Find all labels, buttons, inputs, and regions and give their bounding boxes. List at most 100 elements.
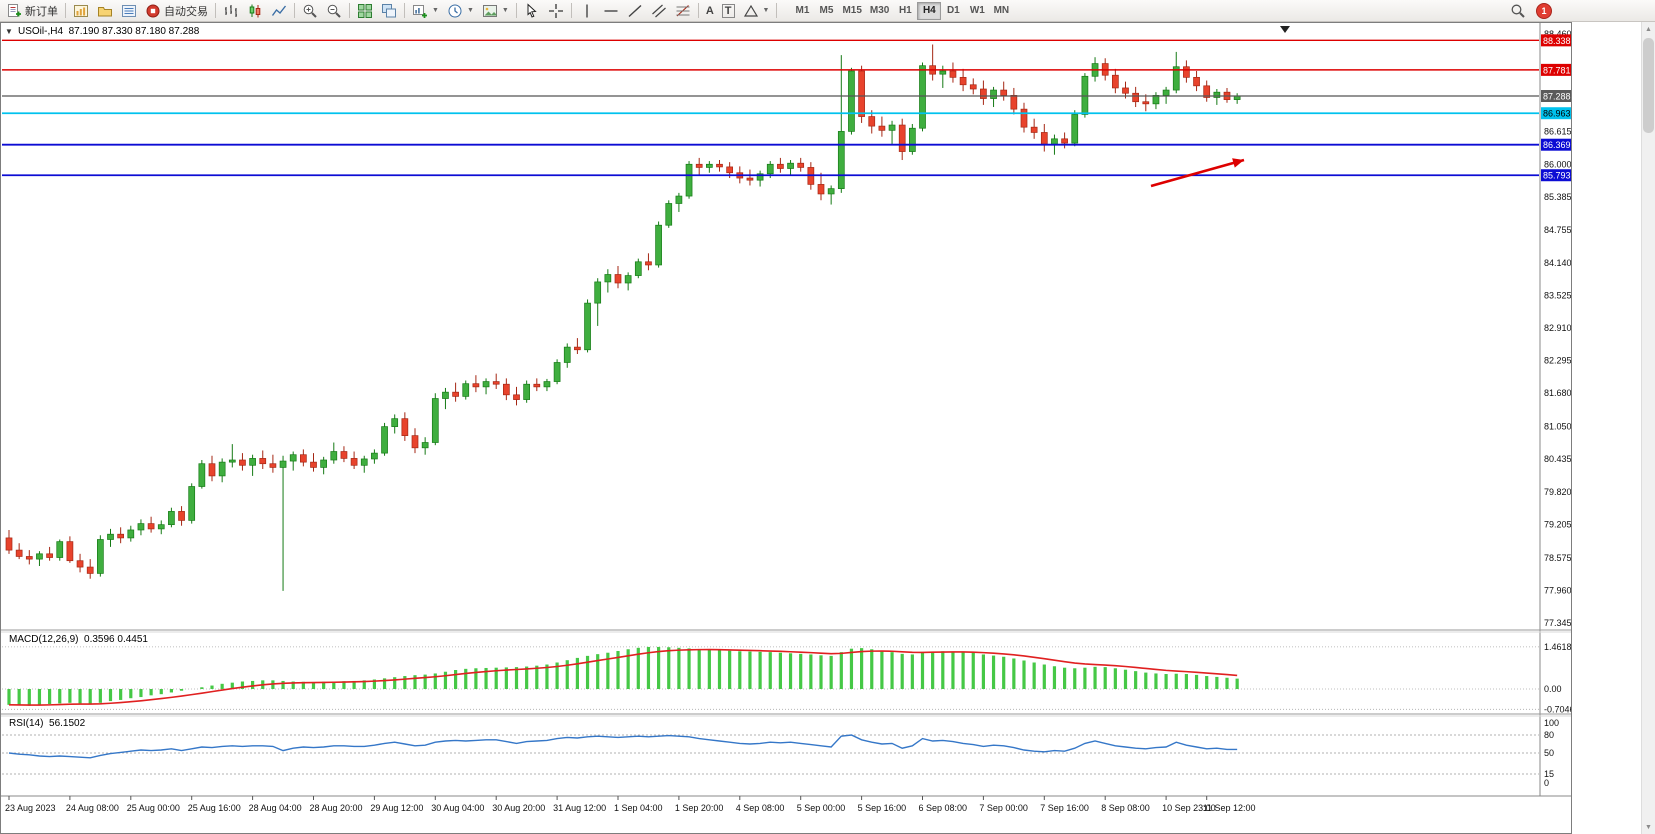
scroll-down-icon[interactable]: ▼ xyxy=(1645,823,1652,831)
period-dropdown-button[interactable]: ▼ xyxy=(443,1,478,21)
rsi-name: RSI(14) xyxy=(9,718,44,729)
svg-text:30 Aug 20:00: 30 Aug 20:00 xyxy=(492,803,545,813)
chart-symbol-header: USOil-,H4 87.190 87.330 87.180 87.288 xyxy=(18,26,199,37)
vertical-scrollbar[interactable]: ▲ ▼ xyxy=(1641,22,1655,834)
svg-text:8 Sep 08:00: 8 Sep 08:00 xyxy=(1101,803,1150,813)
market-watch-icon xyxy=(122,4,136,17)
timeframe-h1-button[interactable]: H1 xyxy=(893,2,917,20)
svg-text:80: 80 xyxy=(1544,730,1554,740)
timeframe-toolbar: M1 M5 M15 M30 H1 H4 D1 W1 MN xyxy=(790,1,1013,20)
tile-windows-button[interactable] xyxy=(353,1,377,21)
svg-text:77.960: 77.960 xyxy=(1544,585,1571,595)
svg-text:6 Sep 08:00: 6 Sep 08:00 xyxy=(919,803,968,813)
toolbar-separator xyxy=(404,3,405,18)
cursor-button[interactable] xyxy=(520,1,544,21)
channel-icon xyxy=(651,4,666,17)
svg-text:88.338: 88.338 xyxy=(1543,36,1571,46)
shapes-dropdown-button[interactable]: ▼ xyxy=(739,1,774,21)
channel-button[interactable] xyxy=(647,1,671,21)
fibonacci-button[interactable] xyxy=(671,1,695,21)
autotrading-icon xyxy=(146,4,160,17)
macd-values: 0.3596 0.4451 xyxy=(84,634,148,645)
dropdown-caret-icon: ▼ xyxy=(762,7,770,14)
template-dropdown-button[interactable]: ▼ xyxy=(478,1,513,21)
autotrading-button[interactable]: 自动交易 xyxy=(141,1,212,21)
timeframe-w1-button[interactable]: W1 xyxy=(965,2,989,20)
new-chart-window-button[interactable] xyxy=(69,1,93,21)
bar-chart-icon xyxy=(225,4,237,17)
timeframe-d1-button[interactable]: D1 xyxy=(941,2,965,20)
svg-text:86.000: 86.000 xyxy=(1544,159,1571,169)
macd-indicator-label: MACD(12,26,9) 0.3596 0.4451 xyxy=(9,634,148,645)
chevron-down-icon: ▼ xyxy=(5,27,13,36)
vertical-line-icon xyxy=(586,4,588,17)
text-tool-button[interactable]: A xyxy=(702,1,718,21)
timeframe-m30-button[interactable]: M30 xyxy=(866,2,893,20)
vertical-line-button[interactable] xyxy=(575,1,599,21)
cascade-windows-icon xyxy=(382,3,396,17)
chart-window: 88.460 86.615 86.000 85.385 84.755 84.140 83.5… xyxy=(0,22,1572,834)
svg-text:50: 50 xyxy=(1544,748,1554,758)
toolbar-separator xyxy=(294,3,295,18)
rsi-value: 56.1502 xyxy=(49,718,86,729)
new-chart-dropdown-button[interactable]: ▼ xyxy=(408,1,443,21)
svg-text:1.4618: 1.4618 xyxy=(1544,642,1571,652)
toolbar-separator xyxy=(776,3,778,18)
timeframe-mn-button[interactable]: MN xyxy=(989,2,1013,20)
toolbar-separator xyxy=(697,3,699,18)
trendline-button[interactable] xyxy=(623,1,647,21)
rsi-indicator-label: RSI(14) 56.1502 xyxy=(9,718,85,729)
chart-canvas[interactable]: 88.460 86.615 86.000 85.385 84.755 84.140 83.5… xyxy=(1,23,1571,833)
market-watch-button[interactable] xyxy=(117,1,141,21)
svg-text:7 Sep 16:00: 7 Sep 16:00 xyxy=(1040,803,1089,813)
profiles-folder-icon xyxy=(98,6,112,16)
new-order-icon xyxy=(8,3,21,17)
svg-text:28 Aug 20:00: 28 Aug 20:00 xyxy=(310,803,363,813)
svg-text:80.435: 80.435 xyxy=(1544,454,1571,464)
timeframe-h4-button[interactable]: H4 xyxy=(917,1,942,20)
notification-count: 1 xyxy=(1541,6,1547,16)
macd-name: MACD(12,26,9) xyxy=(9,634,79,645)
autotrading-label: 自动交易 xyxy=(164,5,208,18)
bar-chart-button[interactable] xyxy=(219,1,243,21)
scroll-up-icon[interactable]: ▲ xyxy=(1645,25,1652,33)
trendline-icon xyxy=(628,4,642,17)
svg-text:30 Aug 04:00: 30 Aug 04:00 xyxy=(431,803,484,813)
svg-text:4 Sep 08:00: 4 Sep 08:00 xyxy=(736,803,785,813)
timeframe-m5-button[interactable]: M5 xyxy=(814,2,838,20)
svg-text:84.755: 84.755 xyxy=(1544,225,1571,235)
svg-text:79.205: 79.205 xyxy=(1544,519,1571,529)
notification-badge[interactable]: 1 xyxy=(1536,3,1552,19)
template-image-icon xyxy=(482,4,497,17)
svg-text:86.615: 86.615 xyxy=(1544,127,1571,137)
svg-text:1 Sep 04:00: 1 Sep 04:00 xyxy=(614,803,663,813)
horizontal-line-button[interactable] xyxy=(599,1,623,21)
svg-text:31 Aug 12:00: 31 Aug 12:00 xyxy=(553,803,606,813)
search-button[interactable] xyxy=(1506,1,1530,21)
timeframe-m1-button[interactable]: M1 xyxy=(790,2,814,20)
zoom-in-button[interactable] xyxy=(298,1,322,21)
scrollbar-thumb[interactable] xyxy=(1643,38,1654,133)
cursor-arrow-icon xyxy=(527,2,537,18)
profiles-button[interactable] xyxy=(93,1,117,21)
svg-text:24 Aug 08:00: 24 Aug 08:00 xyxy=(66,803,119,813)
zoom-out-button[interactable] xyxy=(322,1,346,21)
timeframe-m15-button[interactable]: M15 xyxy=(838,2,865,20)
new-order-button[interactable]: 新订单 xyxy=(2,1,62,21)
svg-text:1 Sep 20:00: 1 Sep 20:00 xyxy=(675,803,724,813)
svg-text:84.140: 84.140 xyxy=(1544,258,1571,268)
chart-window-icon xyxy=(74,4,88,17)
toolbar-separator xyxy=(570,3,572,18)
toolbar-separator xyxy=(215,3,216,18)
text-tool-icon: A xyxy=(705,4,714,17)
candlestick-chart-button[interactable] xyxy=(243,1,267,21)
label-tool-button[interactable]: T xyxy=(718,1,739,21)
zoom-out-icon xyxy=(327,4,341,18)
line-chart-button[interactable] xyxy=(267,1,291,21)
svg-text:11 Sep 12:00: 11 Sep 12:00 xyxy=(1203,803,1256,813)
horizontal-line-icon xyxy=(604,9,618,12)
cascade-windows-button[interactable] xyxy=(377,1,401,21)
one-click-trading-toggle[interactable]: ▼ xyxy=(5,28,13,36)
crosshair-button[interactable] xyxy=(544,1,568,21)
dropdown-caret-icon: ▼ xyxy=(432,7,439,14)
